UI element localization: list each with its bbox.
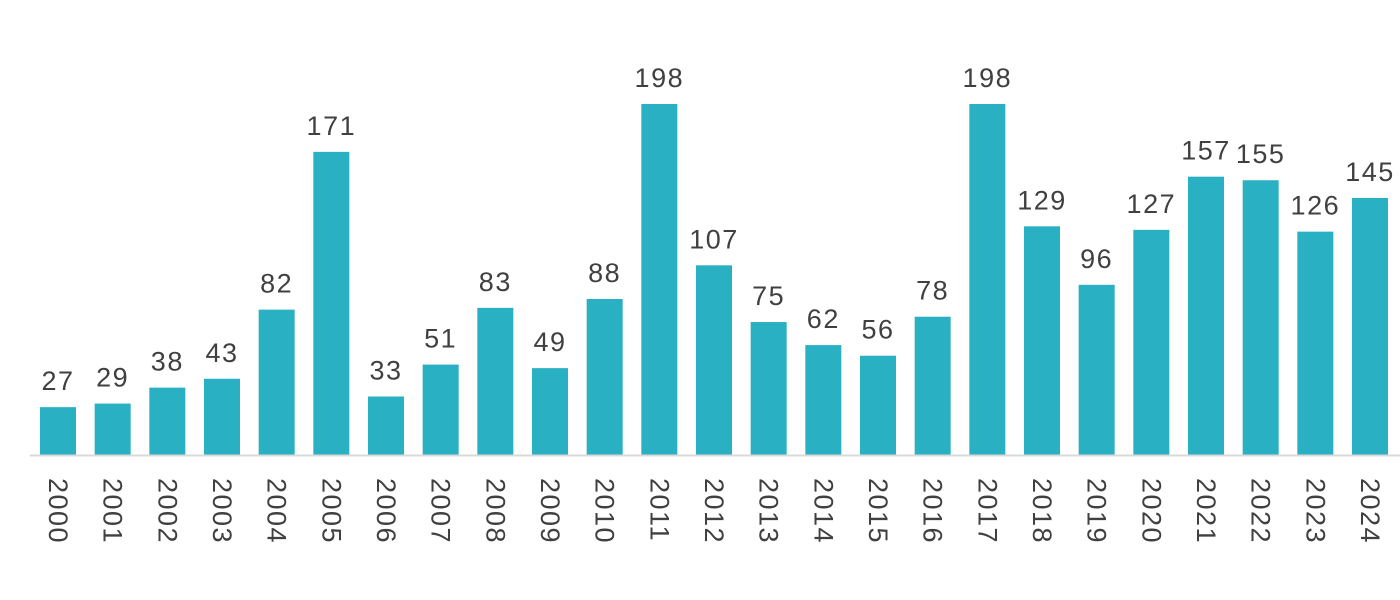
data-label-2004: 82	[260, 269, 293, 299]
x-tick-label-2013: 2013	[754, 478, 784, 544]
data-label-2000: 27	[41, 366, 74, 396]
x-tick-label-2023: 2023	[1300, 478, 1330, 544]
x-tick-label-2009: 2009	[535, 478, 565, 544]
x-tick-label-2021: 2021	[1191, 478, 1221, 544]
data-label-2018: 129	[1017, 185, 1067, 215]
bar-2024	[1352, 197, 1388, 455]
data-label-2019: 96	[1080, 244, 1113, 274]
x-tick-labels-layer: 2000 2001 2002 2003 2004 2005 2006 2007 2008 2009…	[43, 478, 1385, 544]
x-tick-label-2018: 2018	[1027, 478, 1057, 544]
data-label-2003: 43	[205, 338, 238, 368]
data-label-2013: 75	[752, 281, 785, 311]
data-label-2016: 78	[916, 276, 949, 306]
data-label-2012: 107	[689, 224, 739, 254]
bar-2015	[860, 355, 896, 455]
data-label-2001: 29	[96, 363, 129, 393]
x-tick-label-2004: 2004	[262, 478, 292, 544]
data-label-2010: 88	[588, 258, 621, 288]
bar-2018	[1024, 226, 1060, 455]
bar-2003	[204, 378, 240, 455]
bar-2006	[368, 396, 404, 455]
data-label-2014: 62	[807, 304, 840, 334]
x-tick-label-2022: 2022	[1246, 478, 1276, 544]
x-tick-label-2010: 2010	[590, 478, 620, 544]
bar-2021	[1188, 176, 1224, 455]
x-tick-label-2002: 2002	[152, 478, 182, 544]
data-label-2011: 198	[635, 63, 685, 93]
bar-2001	[94, 403, 131, 455]
bar-2005	[313, 151, 350, 456]
x-tick-label-2005: 2005	[316, 478, 346, 544]
bar-2019	[1078, 284, 1115, 455]
bar-2010	[586, 299, 623, 455]
x-tick-label-2003: 2003	[207, 478, 237, 544]
x-tick-label-2016: 2016	[918, 478, 948, 544]
data-label-2015: 56	[861, 315, 894, 345]
bars-layer	[40, 104, 1388, 456]
data-label-2009: 49	[533, 327, 566, 357]
data-label-2023: 126	[1291, 191, 1341, 221]
bar-2022	[1242, 180, 1279, 456]
data-label-2021: 157	[1181, 136, 1231, 166]
bar-2009	[532, 368, 568, 455]
bar-2007	[422, 364, 459, 455]
data-label-2006: 33	[369, 356, 402, 386]
bar-2023	[1297, 231, 1334, 455]
x-tick-label-2024: 2024	[1355, 478, 1385, 544]
data-label-2024: 145	[1345, 157, 1395, 187]
x-tick-label-2001: 2001	[98, 478, 128, 544]
x-tick-label-2008: 2008	[480, 478, 510, 544]
bar-2008	[477, 307, 514, 455]
data-label-2022: 155	[1236, 139, 1286, 169]
data-label-2020: 127	[1127, 189, 1177, 219]
x-tick-label-2012: 2012	[699, 478, 729, 544]
x-tick-label-2020: 2020	[1136, 478, 1166, 544]
x-tick-label-2014: 2014	[808, 478, 838, 544]
x-tick-label-2011: 2011	[644, 478, 674, 542]
bar-2013	[750, 322, 787, 455]
data-label-2002: 38	[151, 347, 184, 377]
bar-2004	[258, 309, 295, 455]
data-label-2017: 198	[963, 63, 1013, 93]
x-tick-label-2015: 2015	[863, 478, 893, 544]
data-label-2007: 51	[424, 324, 457, 354]
x-tick-label-2006: 2006	[371, 478, 401, 544]
bar-2011	[641, 104, 678, 455]
x-tick-label-2000: 2000	[43, 478, 73, 544]
bar-2012	[696, 265, 732, 455]
bar-2020	[1133, 229, 1170, 455]
x-tick-label-2007: 2007	[426, 478, 456, 544]
bar-2000	[40, 407, 76, 455]
bar-2002	[149, 387, 186, 455]
data-label-2005: 171	[307, 111, 357, 141]
bar-2014	[805, 345, 842, 455]
x-tick-label-2017: 2017	[972, 478, 1002, 544]
bar-2017	[969, 104, 1006, 455]
data-label-2008: 83	[479, 267, 512, 297]
x-tick-label-2019: 2019	[1082, 478, 1112, 544]
data-labels-layer: 27 29 38 43 82 171 33 51 83 49 88 198 107 75 62 56 78 198…	[41, 63, 1395, 396]
bar-2016	[914, 316, 951, 455]
